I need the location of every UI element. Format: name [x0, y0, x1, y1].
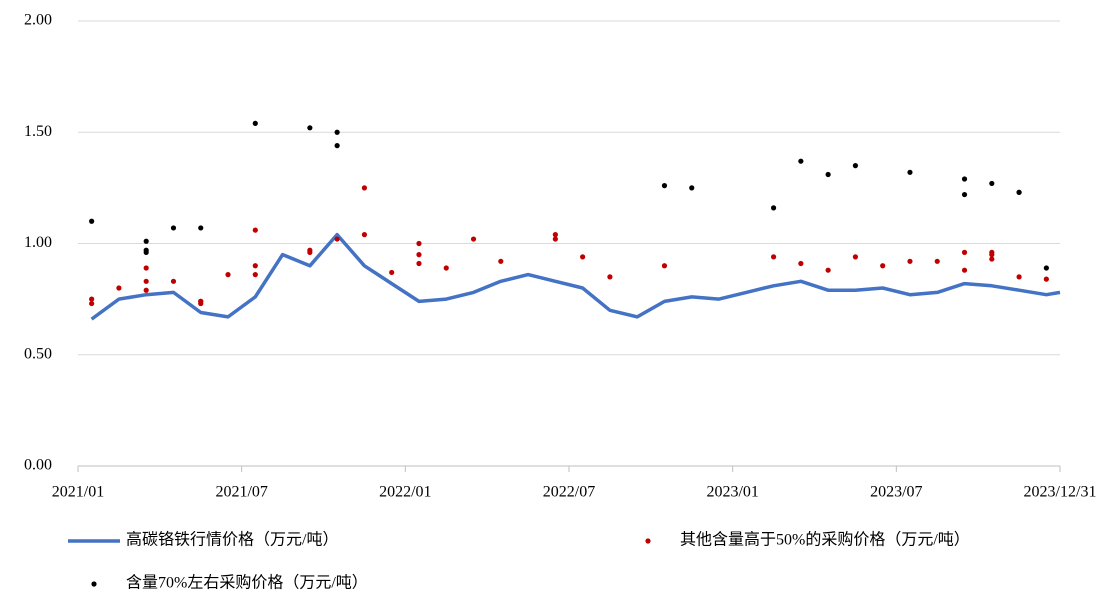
y-tick-label: 1.00	[24, 234, 52, 251]
scatter-point	[770, 205, 777, 211]
scatter-point	[416, 260, 422, 267]
y-tick-label: 1.50	[24, 123, 52, 140]
scatter-point	[880, 263, 886, 269]
scatter-point	[252, 272, 258, 278]
scatter-point	[498, 258, 504, 264]
scatter-point	[416, 252, 422, 258]
scatter-point	[443, 265, 449, 271]
scatter-point	[770, 254, 777, 260]
scatter-point	[607, 274, 613, 280]
scatter-point	[198, 225, 204, 231]
scatter-point	[798, 158, 804, 164]
x-tick-label: 2021/07	[215, 484, 267, 501]
scatter-point	[307, 125, 313, 131]
scatter-point	[661, 263, 668, 269]
scatter-point	[852, 163, 859, 169]
scatter-point	[116, 285, 122, 291]
scatter-point	[470, 236, 477, 242]
scatter-point	[552, 232, 558, 238]
scatter-point	[198, 298, 204, 304]
legend-swatch	[645, 538, 651, 544]
scatter-point	[334, 129, 340, 135]
x-tick-label: 2022/07	[543, 484, 595, 501]
scatter-point	[852, 254, 859, 260]
price-line	[90, 232, 1061, 321]
x-tick-label: 2023/07	[870, 484, 922, 501]
scatter-point	[552, 236, 558, 242]
legend-label: 高碳铬铁行情价格（万元/吨）	[126, 530, 338, 549]
x-tick-label: 2022/01	[379, 484, 431, 501]
scatter-point	[143, 265, 149, 271]
scatter-point	[307, 247, 313, 253]
scatter-point	[143, 278, 149, 284]
scatter-point	[907, 258, 913, 264]
scatter-point	[1043, 276, 1049, 282]
scatter-point	[689, 185, 695, 191]
scatter-point	[961, 176, 968, 182]
x-tick-label: 2021/01	[52, 484, 104, 501]
legend-swatch	[91, 581, 97, 587]
scatter-point	[334, 236, 340, 242]
scatter-point	[334, 143, 340, 149]
scatter-point	[170, 225, 177, 231]
scatter-point	[170, 278, 177, 284]
scatter-point	[252, 227, 258, 233]
scatter-point	[1016, 274, 1022, 280]
scatter-point	[89, 218, 95, 224]
scatter-point	[89, 300, 95, 307]
scatter-point	[143, 238, 149, 244]
scatter-point	[989, 249, 995, 255]
legend-label: 含量70%左右采购价格（万元/吨）	[126, 574, 368, 592]
scatter-point	[252, 120, 258, 126]
scatter-point	[961, 267, 968, 273]
y-tick-label: 2.00	[24, 12, 52, 29]
scatter-point	[1016, 189, 1022, 195]
scatter-point	[252, 263, 258, 269]
x-tick-label: 2023/01	[706, 484, 758, 501]
scatter-point	[416, 240, 422, 247]
scatter-point	[961, 249, 968, 255]
scatter-point	[989, 180, 995, 187]
y-tick-label: 0.50	[24, 345, 52, 362]
scatter-point	[825, 171, 831, 178]
legend-label: 其他含量高于50%的采购价格（万元/吨）	[680, 531, 970, 549]
scatter-point	[661, 183, 668, 189]
scatter-point	[798, 260, 804, 267]
scatter-point	[361, 185, 368, 191]
scatter-point	[907, 169, 913, 175]
x-tick-label: 2023/12/31	[1024, 484, 1097, 501]
scatter-point	[89, 296, 95, 302]
scatter-point	[934, 258, 940, 264]
scatter-point	[580, 254, 586, 260]
y-tick-label: 0.00	[24, 457, 52, 474]
scatter-point	[825, 267, 831, 273]
scatter-point	[361, 232, 368, 238]
scatter-point	[225, 272, 231, 278]
scatter-point	[389, 269, 395, 276]
scatter-point	[143, 287, 149, 293]
scatter-point	[989, 256, 995, 262]
scatter-point	[1043, 265, 1049, 271]
scatter-point	[961, 191, 968, 198]
scatter-point	[143, 249, 149, 255]
